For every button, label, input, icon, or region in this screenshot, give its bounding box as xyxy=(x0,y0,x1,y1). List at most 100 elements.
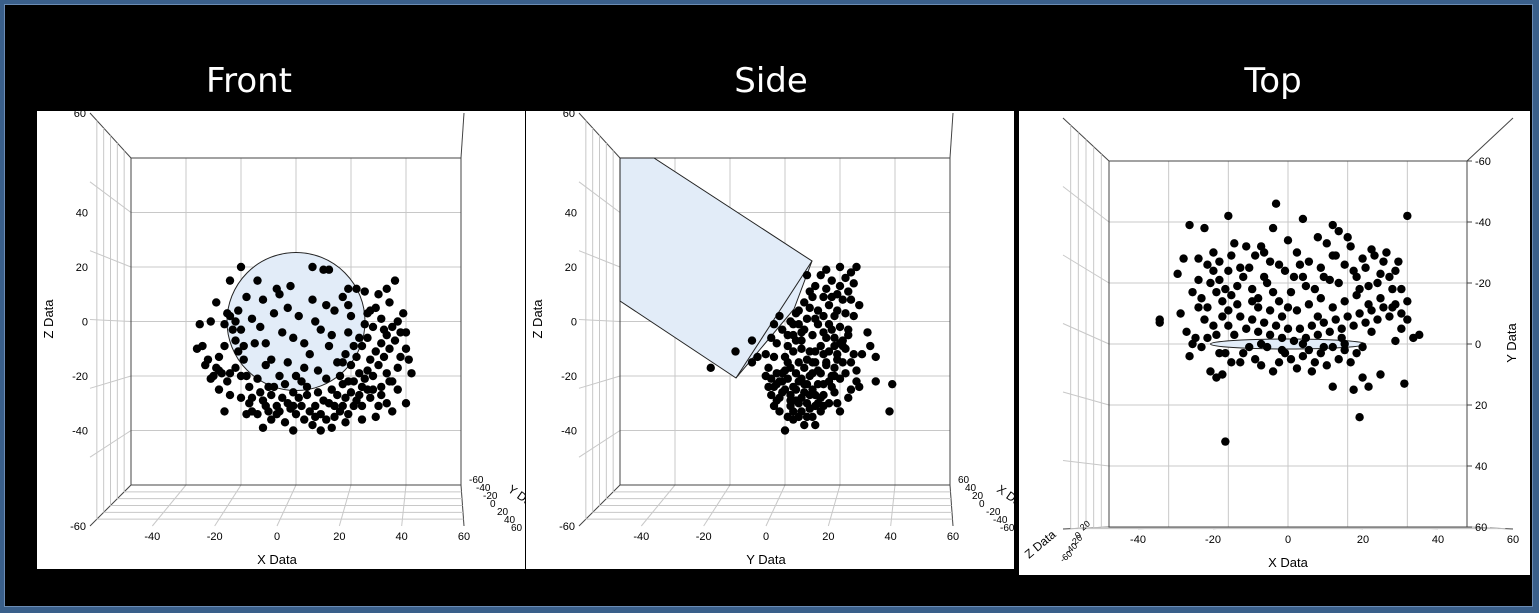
y-axis-label: Z Data xyxy=(41,299,56,339)
data-point xyxy=(849,279,858,288)
data-point xyxy=(1227,358,1236,367)
data-point xyxy=(305,407,314,416)
data-point xyxy=(855,300,864,310)
data-point xyxy=(1277,312,1287,321)
data-point xyxy=(1268,223,1278,233)
data-point xyxy=(355,369,364,378)
data-point xyxy=(808,330,817,340)
data-point xyxy=(366,355,375,364)
data-point xyxy=(1358,373,1367,382)
data-point xyxy=(824,300,834,310)
data-point xyxy=(1349,321,1358,330)
data-point xyxy=(1379,303,1388,312)
box-edge-1 xyxy=(460,112,465,159)
data-point xyxy=(1313,330,1323,340)
data-point xyxy=(769,352,779,362)
data-point xyxy=(261,360,270,370)
data-point xyxy=(338,401,347,411)
data-point xyxy=(313,388,323,397)
data-point xyxy=(1245,342,1254,352)
data-point xyxy=(377,314,386,323)
data-point xyxy=(316,426,325,435)
data-point xyxy=(835,407,845,416)
data-point xyxy=(1197,294,1206,303)
data-point xyxy=(791,369,801,378)
data-point xyxy=(1325,327,1334,336)
data-point xyxy=(1328,303,1337,312)
x-tick-label: 20 xyxy=(1357,534,1369,546)
data-point xyxy=(835,322,845,332)
data-point xyxy=(1176,309,1185,318)
data-point xyxy=(344,328,353,337)
depth-tick-label: 60 xyxy=(958,475,970,486)
data-point xyxy=(289,333,298,343)
y-tick-label: 20 xyxy=(565,262,577,274)
data-point xyxy=(830,333,839,343)
depth-tick-label: -60 xyxy=(1000,523,1014,534)
data-point xyxy=(786,363,795,373)
data-point xyxy=(1236,263,1245,272)
data-point xyxy=(1242,242,1251,251)
data-point xyxy=(1349,266,1358,275)
data-point xyxy=(355,333,364,343)
data-point xyxy=(1364,300,1373,309)
data-point xyxy=(819,350,828,359)
data-point xyxy=(335,371,345,381)
data-point xyxy=(1376,294,1385,303)
data-point xyxy=(767,333,776,343)
data-point xyxy=(349,341,358,351)
data-point xyxy=(1391,266,1400,275)
data-point xyxy=(333,358,342,367)
y-tick-label: -40 xyxy=(1475,217,1491,229)
data-point xyxy=(866,341,875,351)
data-point xyxy=(206,374,215,383)
data-point xyxy=(344,377,353,386)
data-point xyxy=(775,407,784,416)
depth-tick-label: 0 xyxy=(979,499,985,510)
data-point xyxy=(396,352,405,362)
x-tick-label: -20 xyxy=(207,531,223,543)
data-point xyxy=(1367,327,1376,336)
data-point xyxy=(1346,242,1355,251)
data-point xyxy=(220,320,229,329)
data-point xyxy=(1295,324,1305,333)
data-point xyxy=(1355,309,1364,318)
data-point xyxy=(1221,437,1230,446)
data-point xyxy=(772,339,781,348)
x-tick-label: 20 xyxy=(822,531,834,543)
data-point xyxy=(794,306,803,315)
data-point xyxy=(1289,336,1299,346)
data-point xyxy=(1250,251,1260,260)
data-point xyxy=(789,407,798,416)
data-point xyxy=(1203,260,1212,269)
data-point xyxy=(247,407,257,416)
data-point xyxy=(841,273,850,283)
data-point xyxy=(1194,254,1203,263)
data-point xyxy=(885,407,894,416)
data-point xyxy=(800,363,809,373)
data-point xyxy=(808,369,817,378)
data-point xyxy=(401,328,411,337)
data-point xyxy=(1328,382,1337,391)
data-point xyxy=(827,382,836,392)
data-point xyxy=(783,341,792,351)
data-point xyxy=(778,377,787,386)
data-point xyxy=(385,377,394,386)
data-point xyxy=(275,371,284,381)
data-point xyxy=(225,311,235,321)
data-point xyxy=(808,358,817,367)
data-point xyxy=(1358,254,1367,263)
data-point xyxy=(399,309,408,318)
data-point xyxy=(382,399,391,408)
data-point xyxy=(1298,352,1308,361)
data-point xyxy=(1298,339,1308,349)
data-point xyxy=(374,360,383,370)
data-point xyxy=(1250,355,1260,364)
back-face xyxy=(619,157,951,486)
data-point xyxy=(346,311,356,321)
depth-tick-label: 40 xyxy=(965,483,977,494)
data-point xyxy=(1331,315,1340,324)
data-point xyxy=(291,371,301,381)
data-point xyxy=(1319,318,1328,327)
